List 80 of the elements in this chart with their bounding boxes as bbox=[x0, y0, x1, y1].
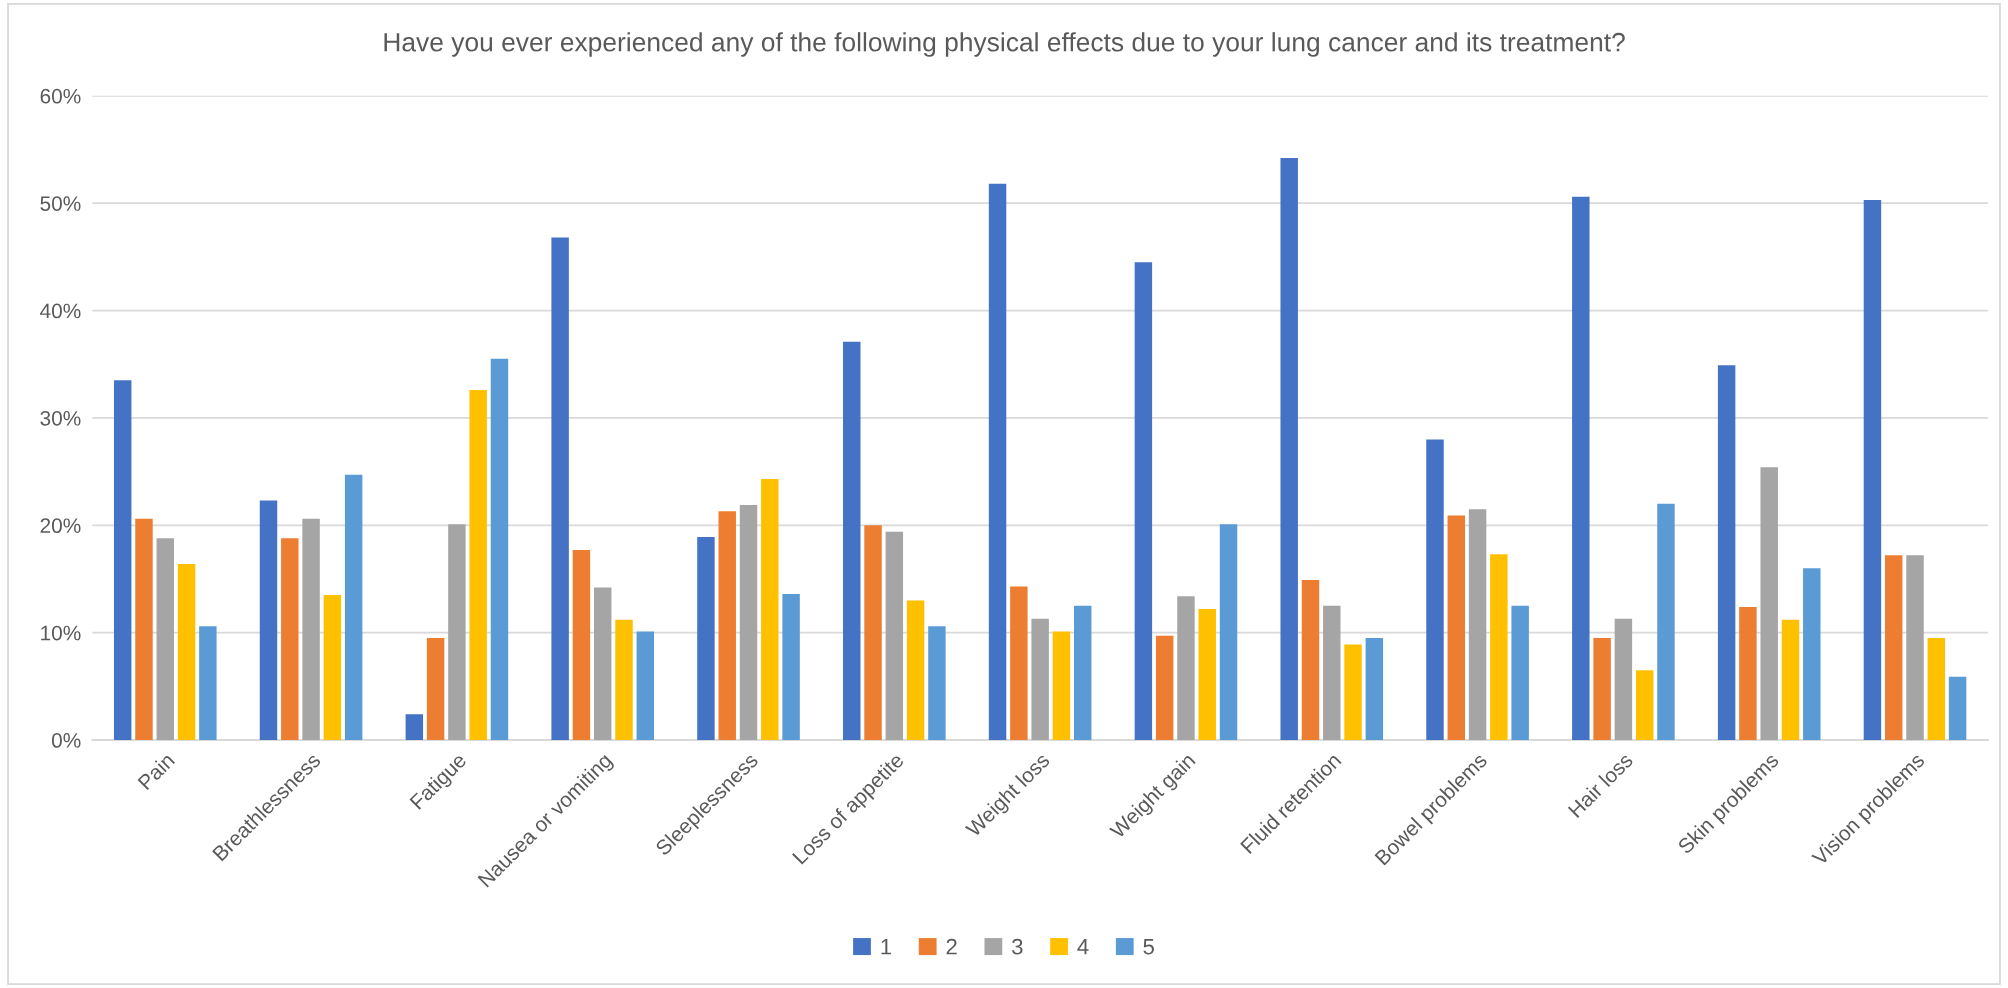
bar bbox=[928, 626, 946, 741]
bar bbox=[885, 531, 904, 741]
bar bbox=[1490, 554, 1508, 741]
bar bbox=[1572, 196, 1590, 741]
bar bbox=[1010, 586, 1028, 741]
bar bbox=[906, 600, 925, 741]
bar bbox=[490, 358, 509, 741]
y-tick-label: 60% bbox=[40, 88, 81, 104]
bar bbox=[593, 587, 612, 741]
bar bbox=[1863, 199, 1882, 741]
bar bbox=[615, 619, 633, 741]
bar bbox=[739, 504, 758, 741]
y-tick-label: 20% bbox=[40, 518, 81, 534]
bar bbox=[1447, 515, 1466, 741]
bar bbox=[636, 631, 655, 741]
y-tick-label: 0% bbox=[51, 733, 81, 748]
y-tick-label: 10% bbox=[41, 625, 81, 641]
bar bbox=[1134, 262, 1153, 741]
bar bbox=[988, 183, 1007, 741]
bar bbox=[843, 341, 861, 741]
bar bbox=[344, 474, 363, 741]
bar bbox=[281, 538, 299, 741]
y-tick-label: 50% bbox=[40, 196, 81, 211]
bar bbox=[1635, 670, 1654, 741]
bar bbox=[1468, 509, 1487, 741]
bar bbox=[782, 594, 800, 741]
bar bbox=[761, 479, 779, 741]
bar bbox=[323, 595, 342, 741]
bar bbox=[199, 626, 217, 741]
bar bbox=[1717, 365, 1736, 741]
bar bbox=[1657, 503, 1675, 741]
bar bbox=[1031, 618, 1049, 741]
bar bbox=[1948, 676, 1967, 741]
legend-label: 4 bbox=[1077, 939, 1089, 955]
bar bbox=[302, 518, 320, 741]
bar bbox=[1614, 618, 1633, 741]
bar bbox=[551, 237, 569, 741]
legend-label: 5 bbox=[1143, 939, 1154, 955]
y-tick-label: 30% bbox=[40, 410, 81, 426]
bar bbox=[1927, 638, 1946, 741]
bar bbox=[469, 390, 487, 741]
bar bbox=[259, 500, 278, 741]
bar bbox=[1511, 605, 1529, 741]
chart-title: Have you ever experienced any of the following physical effects due to your lung cancer and its treatment? bbox=[384, 32, 1625, 57]
bar bbox=[1073, 605, 1092, 741]
legend-label: 1 bbox=[881, 939, 892, 955]
bar bbox=[697, 537, 715, 741]
x-tick-label: Hair loss bbox=[1567, 751, 1634, 819]
bar bbox=[1365, 638, 1384, 741]
legend-label: 2 bbox=[946, 938, 957, 955]
bar bbox=[1739, 606, 1757, 741]
bar bbox=[135, 518, 153, 741]
bar bbox=[1593, 638, 1611, 741]
bar bbox=[448, 524, 466, 741]
bar bbox=[1280, 158, 1298, 741]
bar bbox=[1155, 635, 1174, 741]
bar bbox=[156, 538, 174, 741]
bar bbox=[1198, 609, 1216, 741]
x-tick-label: Pain bbox=[137, 752, 176, 791]
bar bbox=[405, 714, 424, 741]
bar bbox=[1052, 631, 1071, 741]
bar bbox=[1323, 605, 1341, 741]
bar bbox=[1301, 580, 1320, 741]
bar bbox=[177, 563, 196, 741]
bar bbox=[1177, 596, 1195, 741]
bar bbox=[1426, 439, 1444, 741]
bar bbox=[718, 511, 736, 741]
bar bbox=[426, 638, 445, 741]
bar bbox=[1344, 644, 1362, 741]
bar bbox=[1760, 467, 1778, 741]
legend-label: 3 bbox=[1012, 938, 1023, 955]
bar bbox=[113, 380, 132, 741]
y-tick-label: 40% bbox=[40, 303, 81, 319]
bar bbox=[1885, 555, 1903, 741]
bar bbox=[864, 525, 882, 741]
bar bbox=[1781, 619, 1800, 741]
bar bbox=[1219, 524, 1238, 741]
bar bbox=[572, 549, 591, 741]
bar bbox=[1803, 568, 1821, 741]
bar bbox=[1906, 555, 1924, 741]
